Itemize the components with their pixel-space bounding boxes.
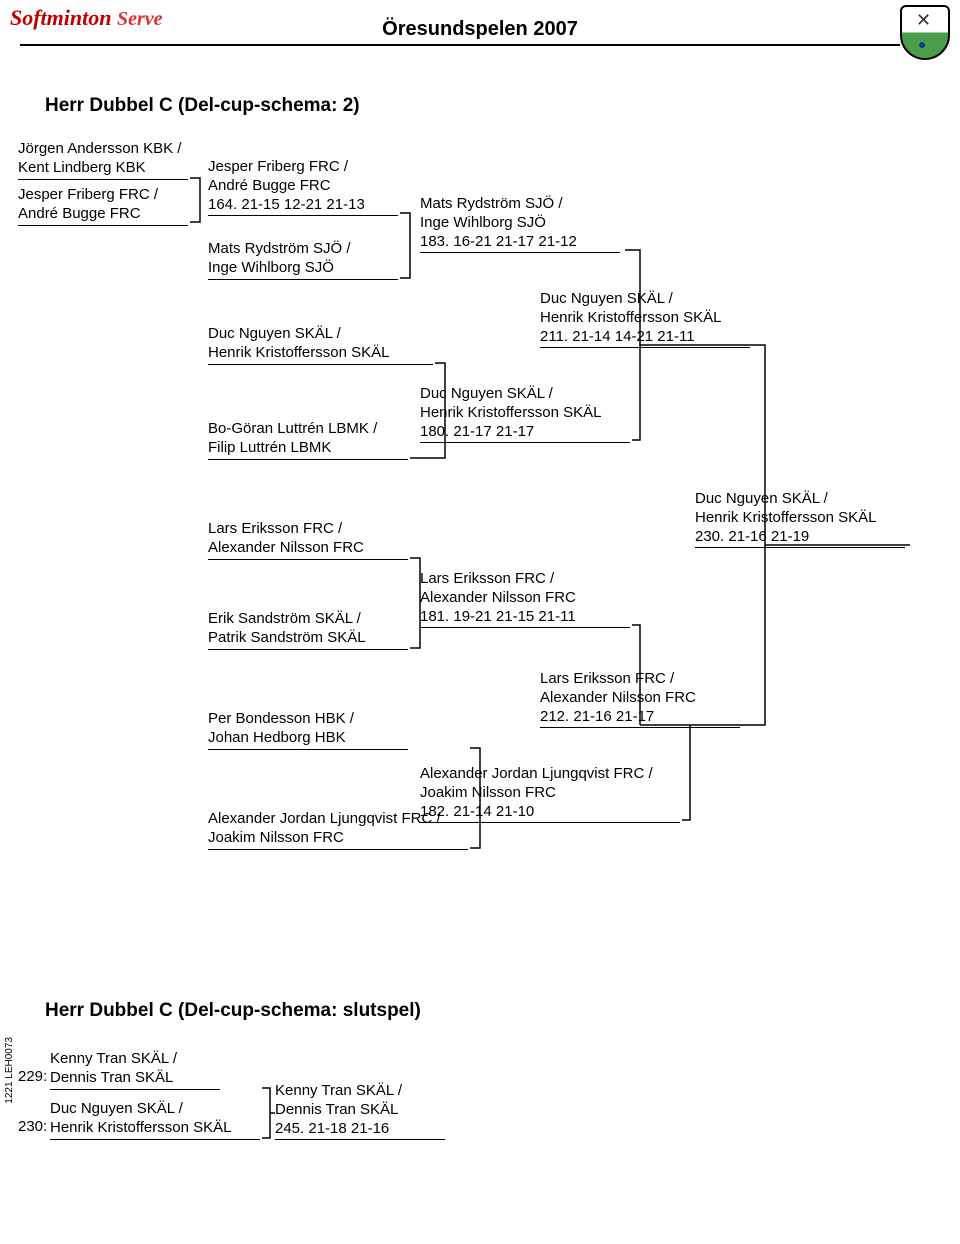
entry-line2: Alexander Nilsson FRC bbox=[420, 589, 576, 606]
entry-line1: Per Bondesson HBK / bbox=[208, 710, 354, 727]
entry-score: 180. 21-17 21-17 bbox=[420, 423, 630, 444]
seed-label: 230: bbox=[18, 1118, 47, 1137]
entry-line1: Alexander Jordan Ljungqvist FRC / bbox=[420, 765, 653, 782]
bracket-entry-e10: Lars Eriksson FRC / Alexander Nilsson FR… bbox=[208, 520, 408, 560]
entry-line1: Jesper Friberg FRC / bbox=[208, 158, 348, 175]
entry-line1: Kenny Tran SKÄL / bbox=[275, 1082, 402, 1099]
entry-line1: Erik Sandström SKÄL / bbox=[208, 610, 361, 627]
entry-score: 212. 21-16 21-17 bbox=[540, 708, 740, 729]
bracket-entry-e14: Per Bondesson HBK / Johan Hedborg HBK bbox=[208, 710, 408, 750]
bracket-entry-e2: Jesper Friberg FRC / André Bugge FRC bbox=[18, 186, 188, 226]
entry-line2: Alexander Nilsson FRC bbox=[208, 539, 408, 560]
entry-line1: Duc Nguyen SKÄL / bbox=[50, 1100, 183, 1117]
entry-line2: Dennis Tran SKÄL bbox=[275, 1101, 398, 1118]
entry-line2: Inge Wihlborg SJÖ bbox=[208, 259, 398, 280]
entry-line2: Dennis Tran SKÄL bbox=[50, 1069, 220, 1090]
entry-line1: Lars Eriksson FRC / bbox=[420, 570, 554, 587]
entry-score: 164. 21-15 12-21 21-13 bbox=[208, 196, 398, 217]
entry-line2: Kent Lindberg KBK bbox=[18, 159, 188, 180]
entry-score: 211. 21-14 14-21 21-11 bbox=[540, 328, 750, 349]
bracket-entry-e12: Erik Sandström SKÄL / Patrik Sandström S… bbox=[208, 610, 408, 650]
entry-score: 182. 21-14 21-10 bbox=[420, 803, 680, 824]
entry-line2: Henrik Kristoffersson SKÄL bbox=[540, 309, 721, 326]
bracket-entry-e7: Duc Nguyen SKÄL / Henrik Kristoffersson … bbox=[540, 290, 750, 348]
entry-line1: Duc Nguyen SKÄL / bbox=[208, 325, 341, 342]
bracket-entry-e11: Duc Nguyen SKÄL / Henrik Kristoffersson … bbox=[695, 490, 905, 548]
bracket-entry-e13: Lars Eriksson FRC / Alexander Nilsson FR… bbox=[420, 570, 630, 628]
entry-line1: Jesper Friberg FRC / bbox=[18, 186, 158, 203]
entry-line1: Alexander Jordan Ljungqvist FRC / bbox=[208, 810, 441, 827]
entry-line2: André Bugge FRC bbox=[18, 205, 188, 226]
entry-line1: Mats Rydström SJÖ / bbox=[208, 240, 351, 257]
side-code: 1221 LEH0073 bbox=[4, 1037, 15, 1104]
bracket-entry-e3: Jesper Friberg FRC / André Bugge FRC 164… bbox=[208, 158, 398, 216]
page-header: Softminton Serve Öresundspelen 2007 bbox=[0, 0, 960, 60]
entry-line1: Duc Nguyen SKÄL / bbox=[420, 385, 553, 402]
entry-line2: Henrik Kristoffersson SKÄL bbox=[420, 404, 601, 421]
section2-title: Herr Dubbel C (Del-cup-schema: slutspel) bbox=[45, 1000, 421, 1022]
entry-score: 183. 16-21 21-17 21-12 bbox=[420, 233, 620, 254]
page-title: Öresundspelen 2007 bbox=[0, 18, 960, 41]
entry-line1: Mats Rydström SJÖ / bbox=[420, 195, 563, 212]
bracket-entry-e4: Mats Rydström SJÖ / Inge Wihlborg SJÖ bbox=[208, 240, 398, 280]
entry-line2: Johan Hedborg HBK bbox=[208, 729, 408, 750]
entry-line2: Inge Wihlborg SJÖ bbox=[420, 214, 546, 231]
entry-score: 181. 19-21 21-15 21-11 bbox=[420, 608, 630, 629]
final-entry-f3: Kenny Tran SKÄL / Dennis Tran SKÄL 245. … bbox=[275, 1082, 445, 1140]
shield-icon bbox=[900, 5, 950, 60]
bracket-entry-e8: Bo-Göran Luttrén LBMK / Filip Luttrén LB… bbox=[208, 420, 408, 460]
entry-line1: Lars Eriksson FRC / bbox=[208, 520, 342, 537]
bracket-entry-e5: Mats Rydström SJÖ / Inge Wihlborg SJÖ 18… bbox=[420, 195, 620, 253]
seed-label: 229: bbox=[18, 1068, 47, 1087]
entry-score: 230. 21-16 21-19 bbox=[695, 528, 905, 549]
entry-line1: Duc Nguyen SKÄL / bbox=[695, 490, 828, 507]
bracket-entry-e6: Duc Nguyen SKÄL / Henrik Kristoffersson … bbox=[208, 325, 433, 365]
section1-title: Herr Dubbel C (Del-cup-schema: 2) bbox=[45, 95, 360, 117]
entry-line2: André Bugge FRC bbox=[208, 177, 331, 194]
entry-line1: Bo-Göran Luttrén LBMK / bbox=[208, 420, 377, 437]
final-entry-f2: 230: Duc Nguyen SKÄL / Henrik Kristoffer… bbox=[50, 1100, 260, 1140]
entry-line2: Henrik Kristoffersson SKÄL bbox=[50, 1119, 260, 1140]
entry-line1: Kenny Tran SKÄL / bbox=[50, 1050, 177, 1067]
entry-line2: Joakim Nilsson FRC bbox=[420, 784, 556, 801]
entry-line2: Alexander Nilsson FRC bbox=[540, 689, 696, 706]
bracket-entry-e1: Jörgen Andersson KBK / Kent Lindberg KBK bbox=[18, 140, 188, 180]
logo-right bbox=[900, 5, 950, 60]
final-entry-f1: 229: Kenny Tran SKÄL / Dennis Tran SKÄL bbox=[50, 1050, 220, 1090]
entry-line2: Henrik Kristoffersson SKÄL bbox=[695, 509, 876, 526]
entry-line2: Patrik Sandström SKÄL bbox=[208, 629, 408, 650]
bracket-entry-e17: Alexander Jordan Ljungqvist FRC / Joakim… bbox=[420, 765, 680, 823]
entry-line2: Filip Luttrén LBMK bbox=[208, 439, 408, 460]
bracket-entry-e15: Lars Eriksson FRC / Alexander Nilsson FR… bbox=[540, 670, 740, 728]
title-underline bbox=[20, 44, 900, 46]
entry-line2: Henrik Kristoffersson SKÄL bbox=[208, 344, 433, 365]
entry-line2: Joakim Nilsson FRC bbox=[208, 829, 468, 850]
bracket-entry-e9: Duc Nguyen SKÄL / Henrik Kristoffersson … bbox=[420, 385, 630, 443]
entry-line1: Lars Eriksson FRC / bbox=[540, 670, 674, 687]
entry-line1: Jörgen Andersson KBK / bbox=[18, 140, 181, 157]
entry-line1: Duc Nguyen SKÄL / bbox=[540, 290, 673, 307]
entry-score: 245. 21-18 21-16 bbox=[275, 1120, 445, 1141]
